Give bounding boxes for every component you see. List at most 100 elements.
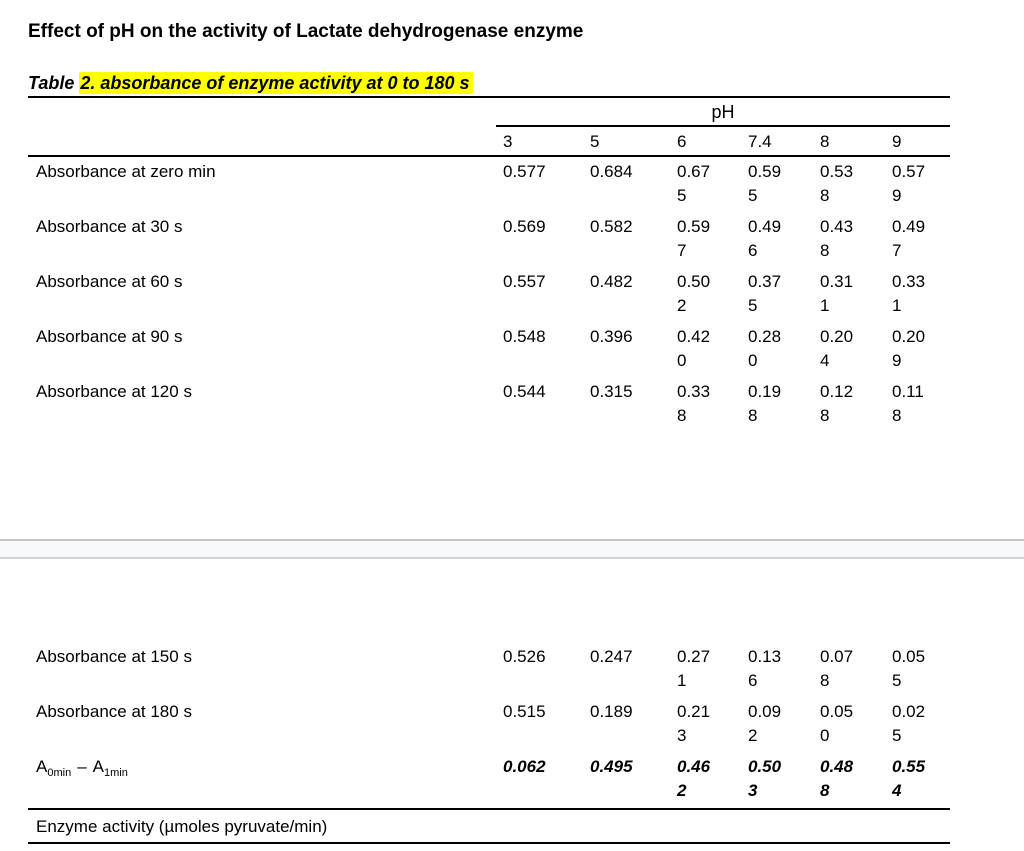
table-cell: 0.055 [892, 645, 950, 693]
minus-dash: – [77, 757, 87, 776]
cell-value: 0.247 [590, 647, 633, 666]
table-row-absorbance-zero-min: Absorbance at zero min 0.577 0.684 0.675… [28, 157, 950, 212]
table-cell: 0.503 [748, 755, 820, 803]
table-row-absorbance-150s: Absorbance at 150 s 0.526 0.247 0.271 0.… [28, 642, 950, 697]
cell-value: 0.503 [748, 757, 782, 800]
table-cell: 0.050 [820, 700, 892, 748]
table-cell: 0.198 [748, 380, 820, 428]
cell-value: 0.311 [820, 272, 854, 315]
table-cell: 0.078 [820, 645, 892, 693]
table-cell: 0.582 [590, 215, 677, 239]
table-cell: 0.502 [677, 270, 748, 318]
table-cell: 0.280 [748, 325, 820, 373]
table-cell: 0.338 [677, 380, 748, 428]
cell-value: 0.280 [748, 327, 782, 370]
table-cell: 0.488 [820, 755, 892, 803]
cell-value: 0.582 [590, 217, 633, 236]
cell-value: 0.189 [590, 702, 633, 721]
cell-value: 0.515 [503, 702, 546, 721]
table-cell: 0.595 [748, 160, 820, 208]
cell-value: 0.078 [820, 647, 854, 690]
column-header: 8 [820, 132, 830, 151]
cell-value: 0.062 [503, 757, 546, 776]
table-cell: 0.420 [677, 325, 748, 373]
row-label: Absorbance at 30 s [36, 217, 183, 236]
cell-value: 0.675 [677, 162, 711, 205]
page-break-separator [0, 539, 1024, 559]
cell-value: 0.092 [748, 702, 782, 745]
page-top-margin [28, 559, 950, 642]
table-cell: 0.128 [820, 380, 892, 428]
table-cell: 0.209 [892, 325, 950, 373]
a0-symbol: A [36, 757, 48, 776]
row-label: Enzyme activity (µmoles pyruvate/min) [36, 817, 328, 836]
table-caption-highlighted-text: 2. absorbance of enzyme activity at 0 to… [79, 72, 473, 94]
row-label: Absorbance at 150 s [36, 647, 192, 666]
cell-value: 0.497 [892, 217, 926, 260]
table-caption: Table 2. absorbance of enzyme activity a… [28, 72, 1024, 94]
table-row-absorbance-120s: Absorbance at 120 s 0.544 0.315 0.338 0.… [28, 377, 950, 432]
absorbance-table: pH 3 5 6 7.4 8 9 Absorbance at zero min … [0, 96, 1024, 844]
table-cell: 0.569 [503, 215, 590, 239]
column-group-spacer [28, 98, 496, 127]
column-header: 9 [892, 132, 902, 151]
cell-value: 0.338 [677, 382, 711, 425]
cell-value: 0.128 [820, 382, 854, 425]
cell-value: 0.526 [503, 647, 546, 666]
cell-value: 0.544 [503, 382, 546, 401]
cell-value: 0.597 [677, 217, 711, 260]
table-row-absorbance-30s: Absorbance at 30 s 0.569 0.582 0.597 0.4… [28, 212, 950, 267]
table-cell: 0.579 [892, 160, 950, 208]
cell-value: 0.375 [748, 272, 782, 315]
row-label: Absorbance at 120 s [36, 382, 192, 401]
table-cell: 0.577 [503, 160, 590, 184]
cell-value: 0.462 [677, 757, 711, 800]
table-cell: 0.548 [503, 325, 590, 349]
table-cell: 0.025 [892, 700, 950, 748]
table-cell: 0.496 [748, 215, 820, 263]
table-caption-prefix: Table [28, 73, 80, 93]
table-cell: 0.247 [590, 645, 677, 669]
table-cell: 0.557 [503, 270, 590, 294]
cell-value: 0.198 [748, 382, 782, 425]
table-cell: 0.213 [677, 700, 748, 748]
table-cell: 0.092 [748, 700, 820, 748]
table-cell: 0.538 [820, 160, 892, 208]
cell-value: 0.271 [677, 647, 711, 690]
column-group-label: pH [496, 98, 950, 127]
cell-value: 0.025 [892, 702, 926, 745]
cell-value: 0.209 [892, 327, 926, 370]
table-cell: 0.515 [503, 700, 590, 724]
table-cell: 0.675 [677, 160, 748, 208]
cell-value: 0.315 [590, 382, 633, 401]
a1-symbol: A [92, 757, 104, 776]
table-row-a0min-minus-a1min: A0min – A1min 0.062 0.495 0.462 0.503 0.48… [28, 752, 950, 808]
column-header: 7.4 [748, 132, 772, 151]
column-header: 3 [503, 132, 513, 151]
cell-value: 0.050 [820, 702, 854, 745]
cell-value: 0.557 [503, 272, 546, 291]
table-row-absorbance-60s: Absorbance at 60 s 0.557 0.482 0.502 0.3… [28, 267, 950, 322]
cell-value: 0.331 [892, 272, 926, 315]
column-group-header-row: pH [28, 98, 950, 127]
cell-value: 0.204 [820, 327, 854, 370]
document-title: Effect of pH on the activity of Lactate … [28, 21, 584, 42]
table-cell: 0.497 [892, 215, 950, 263]
table-cell: 0.438 [820, 215, 892, 263]
table-cell: 0.331 [892, 270, 950, 318]
cell-value: 0.579 [892, 162, 926, 205]
table-cell: 0.375 [748, 270, 820, 318]
cell-value: 0.396 [590, 327, 633, 346]
table-cell: 0.526 [503, 645, 590, 669]
cell-value: 0.548 [503, 327, 546, 346]
document-page: Effect of pH on the activity of Lactate … [0, 21, 1024, 851]
cell-value: 0.136 [748, 647, 782, 690]
table-cell: 0.136 [748, 645, 820, 693]
column-header-empty [28, 130, 503, 155]
cell-value: 0.684 [590, 162, 633, 181]
a1-subscript: 1min [104, 767, 128, 779]
table-cell: 0.544 [503, 380, 590, 404]
table-cell: 0.396 [590, 325, 677, 349]
column-header: 6 [677, 132, 687, 151]
cell-value: 0.482 [590, 272, 633, 291]
